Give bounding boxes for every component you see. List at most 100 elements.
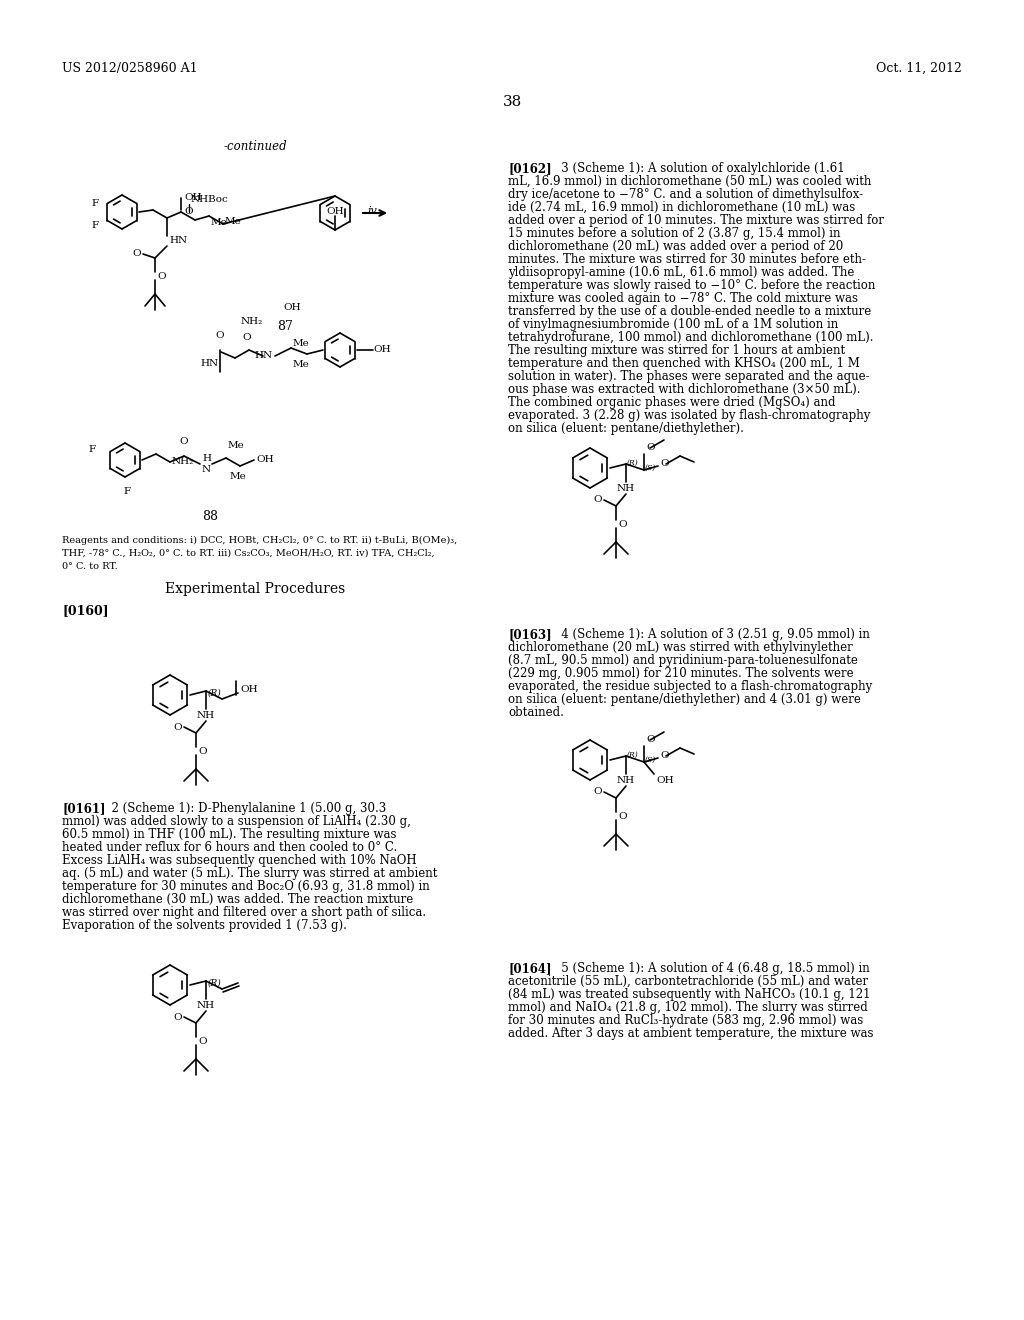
Text: for 30 minutes and RuCl₃-hydrate (583 mg, 2.96 mmol) was: for 30 minutes and RuCl₃-hydrate (583 mg… bbox=[508, 1014, 863, 1027]
Text: OH: OH bbox=[327, 207, 344, 216]
Text: yldiisopropyl-amine (10.6 mL, 61.6 mmol) was added. The: yldiisopropyl-amine (10.6 mL, 61.6 mmol)… bbox=[508, 267, 854, 279]
Text: O: O bbox=[216, 331, 224, 341]
Text: acetonitrile (55 mL), carbontetrachloride (55 mL) and water: acetonitrile (55 mL), carbontetrachlorid… bbox=[508, 975, 868, 987]
Text: Me: Me bbox=[230, 473, 247, 480]
Text: NH₂: NH₂ bbox=[241, 318, 263, 326]
Text: Me: Me bbox=[292, 339, 309, 348]
Text: O: O bbox=[593, 495, 602, 504]
Text: NH₂: NH₂ bbox=[172, 458, 195, 466]
Text: (84 mL) was treated subsequently with NaHCO₃ (10.1 g, 121: (84 mL) was treated subsequently with Na… bbox=[508, 987, 870, 1001]
Text: HN: HN bbox=[169, 236, 187, 246]
Text: evaporated. 3 (2.28 g) was isolated by flash-chromatography: evaporated. 3 (2.28 g) was isolated by f… bbox=[508, 409, 870, 422]
Text: ous phase was extracted with dichloromethane (3×50 mL).: ous phase was extracted with dichloromet… bbox=[508, 383, 860, 396]
Text: 60.5 mmol) in THF (100 mL). The resulting mixture was: 60.5 mmol) in THF (100 mL). The resultin… bbox=[62, 828, 396, 841]
Text: O: O bbox=[179, 437, 188, 446]
Text: The resulting mixture was stirred for 1 hours at ambient: The resulting mixture was stirred for 1 … bbox=[508, 345, 845, 356]
Text: 88: 88 bbox=[202, 510, 218, 523]
Text: mmol) was added slowly to a suspension of LiAlH₄ (2.30 g,: mmol) was added slowly to a suspension o… bbox=[62, 814, 411, 828]
Text: F: F bbox=[91, 222, 98, 231]
Text: obtained.: obtained. bbox=[508, 706, 564, 719]
Text: [0164]: [0164] bbox=[508, 962, 552, 975]
Text: NHBoc: NHBoc bbox=[191, 195, 228, 205]
Text: [0163]: [0163] bbox=[508, 628, 552, 642]
Text: 5 (Scheme 1): A solution of 4 (6.48 g, 18.5 mmol) in: 5 (Scheme 1): A solution of 4 (6.48 g, 1… bbox=[550, 962, 869, 975]
Text: Me: Me bbox=[292, 360, 309, 370]
Text: O: O bbox=[243, 333, 251, 342]
Text: (R): (R) bbox=[627, 751, 639, 759]
Text: Excess LiAlH₄ was subsequently quenched with 10% NaOH: Excess LiAlH₄ was subsequently quenched … bbox=[62, 854, 417, 867]
Text: ide (2.74 mL, 16.9 mmol) in dichloromethane (10 mL) was: ide (2.74 mL, 16.9 mmol) in dichlorometh… bbox=[508, 201, 855, 214]
Text: 38: 38 bbox=[503, 95, 521, 110]
Text: US 2012/0258960 A1: US 2012/0258960 A1 bbox=[62, 62, 198, 75]
Text: 3 (Scheme 1): A solution of oxalylchloride (1.61: 3 (Scheme 1): A solution of oxalylchlori… bbox=[550, 162, 845, 176]
Text: dry ice/acetone to −78° C. and a solution of dimethylsulfox-: dry ice/acetone to −78° C. and a solutio… bbox=[508, 187, 863, 201]
Text: dichloromethane (20 mL) was added over a period of 20: dichloromethane (20 mL) was added over a… bbox=[508, 240, 843, 253]
Text: HN: HN bbox=[255, 351, 273, 360]
Text: dichloromethane (30 mL) was added. The reaction mixture: dichloromethane (30 mL) was added. The r… bbox=[62, 894, 414, 906]
Text: OH: OH bbox=[256, 455, 273, 465]
Text: O: O bbox=[660, 751, 669, 760]
Text: O: O bbox=[157, 272, 166, 281]
Text: 15 minutes before a solution of 2 (3.87 g, 15.4 mmol) in: 15 minutes before a solution of 2 (3.87 … bbox=[508, 227, 841, 240]
Text: was stirred over night and filtered over a short path of silica.: was stirred over night and filtered over… bbox=[62, 906, 426, 919]
Text: iv: iv bbox=[368, 206, 377, 216]
Text: OH: OH bbox=[656, 776, 674, 785]
Text: mL, 16.9 mmol) in dichloromethane (50 mL) was cooled with: mL, 16.9 mmol) in dichloromethane (50 mL… bbox=[508, 176, 871, 187]
Text: added over a period of 10 minutes. The mixture was stirred for: added over a period of 10 minutes. The m… bbox=[508, 214, 884, 227]
Text: Reagents and conditions: i) DCC, HOBt, CH₂Cl₂, 0° C. to RT. ii) t-BuLi, B(OMe)₃,: Reagents and conditions: i) DCC, HOBt, C… bbox=[62, 536, 458, 545]
Text: (229 mg, 0.905 mmol) for 210 minutes. The solvents were: (229 mg, 0.905 mmol) for 210 minutes. Th… bbox=[508, 667, 854, 680]
Text: HN: HN bbox=[201, 359, 219, 368]
Text: -continued: -continued bbox=[223, 140, 287, 153]
Text: Evaporation of the solvents provided 1 (7.53 g).: Evaporation of the solvents provided 1 (… bbox=[62, 919, 347, 932]
Text: NH: NH bbox=[616, 776, 635, 785]
Text: mixture was cooled again to −78° C. The cold mixture was: mixture was cooled again to −78° C. The … bbox=[508, 292, 858, 305]
Text: F: F bbox=[89, 446, 96, 454]
Text: OH: OH bbox=[240, 685, 258, 693]
Text: on silica (eluent: pentane/diethylether).: on silica (eluent: pentane/diethylether)… bbox=[508, 422, 743, 436]
Text: O: O bbox=[173, 1012, 182, 1022]
Text: NH: NH bbox=[616, 484, 635, 492]
Text: (R): (R) bbox=[208, 979, 222, 987]
Text: temperature was slowly raised to −10° C. before the reaction: temperature was slowly raised to −10° C.… bbox=[508, 279, 876, 292]
Text: THF, -78° C., H₂O₂, 0° C. to RT. iii) Cs₂CO₃, MeOH/H₂O, RT. iv) TFA, CH₂Cl₂,: THF, -78° C., H₂O₂, 0° C. to RT. iii) Cs… bbox=[62, 549, 434, 558]
Text: NH: NH bbox=[197, 711, 215, 719]
Text: evaporated, the residue subjected to a flash-chromatography: evaporated, the residue subjected to a f… bbox=[508, 680, 872, 693]
Text: temperature for 30 minutes and Boc₂O (6.93 g, 31.8 mmol) in: temperature for 30 minutes and Boc₂O (6.… bbox=[62, 880, 430, 894]
Text: transferred by the use of a double-ended needle to a mixture: transferred by the use of a double-ended… bbox=[508, 305, 871, 318]
Text: O: O bbox=[618, 812, 627, 821]
Text: [0162]: [0162] bbox=[508, 162, 552, 176]
Text: OH: OH bbox=[284, 304, 301, 313]
Text: mmol) and NaIO₄ (21.8 g, 102 mmol). The slurry was stirred: mmol) and NaIO₄ (21.8 g, 102 mmol). The … bbox=[508, 1001, 867, 1014]
Text: [0160]: [0160] bbox=[62, 605, 109, 616]
Text: H
N: H N bbox=[202, 454, 211, 474]
Text: O: O bbox=[184, 207, 193, 216]
Text: [0161]: [0161] bbox=[62, 803, 105, 814]
Text: 2 (Scheme 1): D-Phenylalanine 1 (5.00 g, 30.3: 2 (Scheme 1): D-Phenylalanine 1 (5.00 g,… bbox=[104, 803, 386, 814]
Text: O: O bbox=[198, 747, 207, 756]
Text: 4 (Scheme 1): A solution of 3 (2.51 g, 9.05 mmol) in: 4 (Scheme 1): A solution of 3 (2.51 g, 9… bbox=[550, 628, 869, 642]
Text: added. After 3 days at ambient temperature, the mixture was: added. After 3 days at ambient temperatu… bbox=[508, 1027, 873, 1040]
Text: O: O bbox=[198, 1038, 207, 1045]
Text: F: F bbox=[91, 199, 98, 209]
Text: on silica (eluent: pentane/diethylether) and 4 (3.01 g) were: on silica (eluent: pentane/diethylether)… bbox=[508, 693, 861, 706]
Text: of vinylmagnesiumbromide (100 mL of a 1M solution in: of vinylmagnesiumbromide (100 mL of a 1M… bbox=[508, 318, 839, 331]
Text: NH: NH bbox=[197, 1001, 215, 1010]
Text: (R): (R) bbox=[208, 689, 222, 698]
Text: O: O bbox=[660, 459, 669, 469]
Text: Me: Me bbox=[228, 441, 245, 450]
Text: tetrahydrofurane, 100 mmol) and dichloromethane (100 mL).: tetrahydrofurane, 100 mmol) and dichloro… bbox=[508, 331, 873, 345]
Text: (S): (S) bbox=[645, 756, 656, 764]
Text: heated under reflux for 6 hours and then cooled to 0° C.: heated under reflux for 6 hours and then… bbox=[62, 841, 397, 854]
Text: OH: OH bbox=[373, 346, 390, 355]
Text: F: F bbox=[124, 487, 131, 496]
Text: (S): (S) bbox=[645, 465, 656, 473]
Text: The combined organic phases were dried (MgSO₄) and: The combined organic phases were dried (… bbox=[508, 396, 836, 409]
Text: 87: 87 bbox=[278, 319, 293, 333]
Text: Oct. 11, 2012: Oct. 11, 2012 bbox=[877, 62, 962, 75]
Text: O: O bbox=[618, 520, 627, 529]
Text: solution in water). The phases were separated and the aque-: solution in water). The phases were sepa… bbox=[508, 370, 869, 383]
Text: temperature and then quenched with KHSO₄ (200 mL, 1 M: temperature and then quenched with KHSO₄… bbox=[508, 356, 860, 370]
Text: (R): (R) bbox=[627, 459, 639, 467]
Text: O: O bbox=[646, 444, 654, 451]
Text: O: O bbox=[593, 788, 602, 796]
